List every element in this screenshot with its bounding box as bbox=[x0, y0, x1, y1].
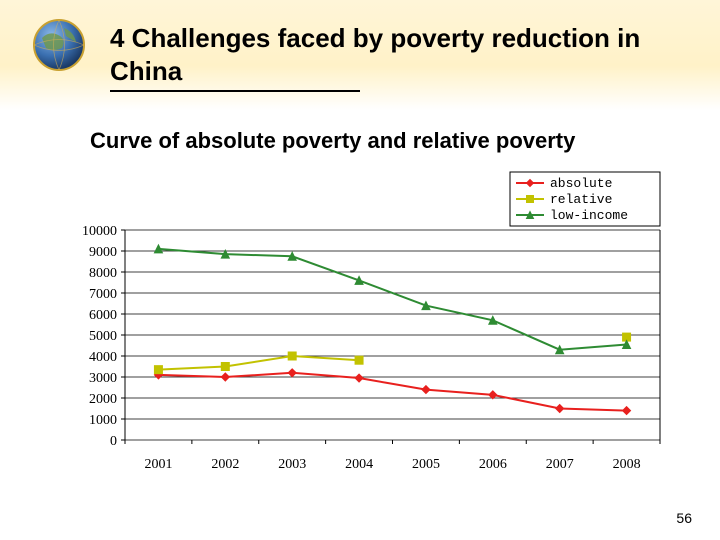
globe-icon bbox=[32, 18, 86, 72]
svg-text:2002: 2002 bbox=[211, 457, 239, 472]
svg-text:2005: 2005 bbox=[412, 457, 440, 472]
svg-text:2007: 2007 bbox=[546, 457, 574, 472]
svg-text:1000: 1000 bbox=[89, 413, 117, 428]
page-number: 56 bbox=[676, 510, 692, 526]
svg-text:2006: 2006 bbox=[479, 457, 507, 472]
svg-text:2004: 2004 bbox=[345, 457, 373, 472]
svg-text:low-income: low-income bbox=[550, 208, 628, 223]
svg-text:7000: 7000 bbox=[89, 287, 117, 302]
svg-text:9000: 9000 bbox=[89, 245, 117, 260]
slide: 4 Challenges faced by poverty reduction … bbox=[0, 0, 720, 540]
svg-text:2003: 2003 bbox=[278, 457, 306, 472]
slide-subtitle: Curve of absolute poverty and relative p… bbox=[90, 128, 575, 154]
svg-text:5000: 5000 bbox=[89, 329, 117, 344]
svg-text:2001: 2001 bbox=[144, 457, 172, 472]
svg-text:3000: 3000 bbox=[89, 371, 117, 386]
svg-text:absolute: absolute bbox=[550, 176, 612, 191]
svg-text:6000: 6000 bbox=[89, 308, 117, 323]
svg-text:8000: 8000 bbox=[89, 266, 117, 281]
svg-text:10000: 10000 bbox=[82, 224, 117, 239]
svg-text:2008: 2008 bbox=[613, 457, 641, 472]
slide-title: 4 Challenges faced by poverty reduction … bbox=[110, 22, 670, 87]
svg-text:2000: 2000 bbox=[89, 392, 117, 407]
svg-text:0: 0 bbox=[110, 434, 117, 449]
svg-text:relative: relative bbox=[550, 192, 612, 207]
title-underline bbox=[110, 90, 360, 92]
poverty-chart: absoluterelativelow-income 0 1000 2000 3000 4… bbox=[65, 170, 675, 490]
svg-text:4000: 4000 bbox=[89, 350, 117, 365]
